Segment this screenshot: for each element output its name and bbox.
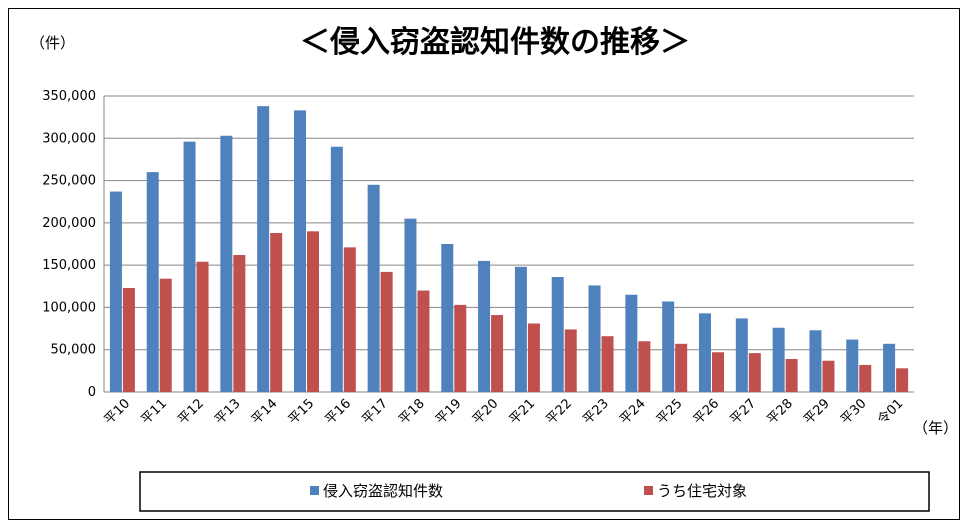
x-tick-label: 平14 <box>249 396 280 427</box>
bar-residential <box>417 290 430 392</box>
x-tick-label: 平10 <box>102 396 133 427</box>
legend: 侵入窃盗認知件数 うち住宅対象 <box>139 471 930 512</box>
bar-total <box>183 141 196 392</box>
bar-total <box>404 218 417 392</box>
x-tick-label: 平17 <box>359 396 390 427</box>
bar-total <box>735 318 748 392</box>
x-tick-label: 平28 <box>764 396 795 427</box>
bars <box>109 106 909 393</box>
y-tick-label: 50,000 <box>51 343 97 358</box>
bar-total <box>146 172 159 392</box>
bar-residential <box>896 368 909 392</box>
bar-total <box>478 260 491 392</box>
y-tick-label: 0 <box>88 385 96 400</box>
bar-total <box>551 276 564 392</box>
y-tick-label: 350,000 <box>42 89 96 104</box>
x-tick-label: 平18 <box>396 396 427 427</box>
y-tick-label: 300,000 <box>42 131 96 146</box>
bar-total <box>514 266 527 392</box>
x-tick-label: 平29 <box>801 396 832 427</box>
bar-residential <box>454 304 467 392</box>
bar-total <box>699 313 711 392</box>
x-tick-label: 令01 <box>875 396 906 427</box>
legend-label-total: 侵入窃盗認知件数 <box>323 482 443 500</box>
bar-total <box>772 327 785 392</box>
bar-total <box>367 184 380 392</box>
x-axis-ticks: 平10 平11 平12 平13 平14 平15 平16 平17 平18 平19 平20 平21 平22 平… <box>102 396 907 427</box>
bar-residential <box>270 233 283 392</box>
bar-total <box>220 135 233 392</box>
x-tick-label: 平25 <box>654 396 685 427</box>
bar-residential <box>564 329 577 392</box>
y-axis-unit: （件） <box>30 34 75 52</box>
x-tick-label: 平27 <box>728 396 759 427</box>
bar-residential <box>343 247 356 392</box>
x-tick-label: 平26 <box>691 396 722 427</box>
bar-residential <box>491 315 504 392</box>
bar-residential <box>196 261 209 392</box>
y-tick-label: 150,000 <box>42 258 96 273</box>
bar-residential <box>785 359 798 392</box>
x-tick-label: 平21 <box>507 396 538 427</box>
bar-total <box>257 106 270 393</box>
bar-total <box>330 146 343 392</box>
bar-total <box>883 343 896 392</box>
legend-label-residential: うち住宅対象 <box>657 482 747 500</box>
bar-total <box>109 191 122 392</box>
x-axis-unit: （年） <box>913 419 958 437</box>
bar-residential <box>638 341 651 392</box>
x-tick-label: 平16 <box>323 396 354 427</box>
x-tick-label: 平20 <box>470 396 501 427</box>
bar-residential <box>748 353 761 392</box>
legend-swatch-residential <box>644 486 653 495</box>
x-tick-label: 平23 <box>580 396 611 427</box>
y-tick-label: 200,000 <box>42 216 96 231</box>
bar-residential <box>307 231 319 392</box>
y-tick-label: 250,000 <box>42 174 96 189</box>
legend-swatch-total <box>310 486 319 495</box>
bar-residential <box>712 352 724 392</box>
bar-total <box>441 244 454 392</box>
x-tick-label: 平19 <box>433 396 464 427</box>
bar-total <box>294 110 306 393</box>
bar-total <box>846 339 859 392</box>
x-tick-label: 平12 <box>175 396 206 427</box>
bar-residential <box>233 254 246 392</box>
x-tick-label: 平30 <box>838 396 869 427</box>
bar-total <box>625 294 638 392</box>
x-tick-label: 平22 <box>544 396 575 427</box>
bar-residential <box>527 323 540 392</box>
chart-title: ＜侵入窃盗認知件数の推移＞ <box>300 25 690 60</box>
legend-box <box>139 471 930 512</box>
x-tick-label: 平24 <box>617 396 648 427</box>
x-tick-label: 平13 <box>212 396 243 427</box>
bar-residential <box>122 287 135 392</box>
x-tick-label: 平11 <box>139 396 170 427</box>
bar-total <box>588 285 601 392</box>
bar-residential <box>601 336 614 392</box>
y-tick-label: 100,000 <box>42 300 96 315</box>
bar-total <box>809 330 822 392</box>
bar-residential <box>675 343 688 392</box>
x-tick-label: 平15 <box>286 396 317 427</box>
bar-residential <box>159 278 172 392</box>
bar-residential <box>859 364 872 392</box>
bar-residential <box>380 271 393 392</box>
bar-residential <box>822 360 835 392</box>
bar-total <box>662 301 675 392</box>
